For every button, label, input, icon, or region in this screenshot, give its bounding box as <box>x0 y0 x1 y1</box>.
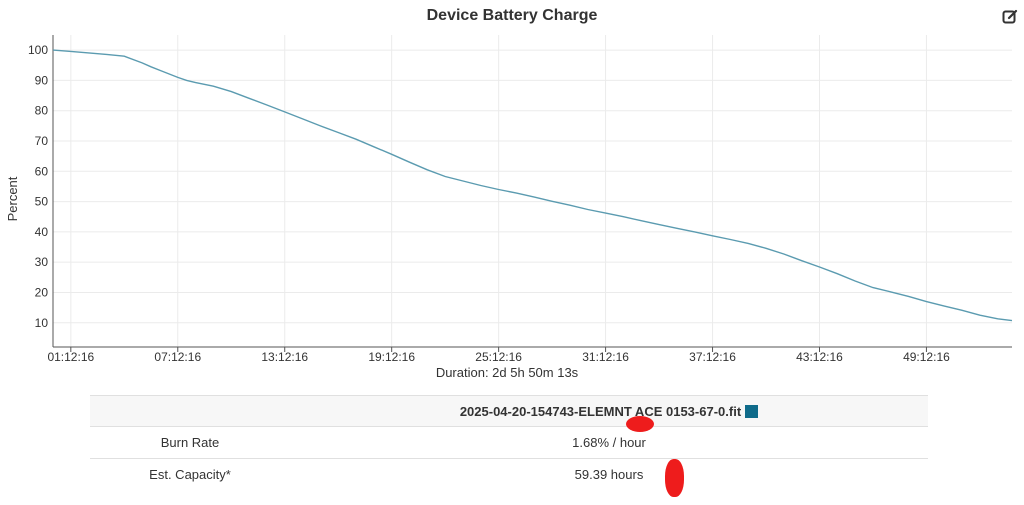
y-tick-label: 90 <box>35 73 49 87</box>
x-tick-label: 37:12:16 <box>689 350 736 364</box>
x-axis-title: Duration: 2d 5h 50m 13s <box>436 365 579 380</box>
file-name: 2025-04-20-154743-ELEMNT ACE 0153-67-0.f… <box>459 403 742 419</box>
y-tick-label: 40 <box>35 225 49 239</box>
y-tick-label: 10 <box>35 316 49 330</box>
table-row: Est. Capacity* 59.39 hours <box>90 458 928 491</box>
edit-icon[interactable] <box>1002 9 1018 25</box>
y-tick-label: 70 <box>35 134 49 148</box>
file-color-swatch <box>745 404 759 418</box>
series-line <box>52 49 1013 322</box>
header-label-cell <box>90 395 290 427</box>
y-tick-label: 30 <box>35 255 49 269</box>
y-tick-label: 50 <box>35 195 49 209</box>
axis-layer: 10 20 30 40 50 60 70 80 90 100 01:12:16 07:12:16 13:… <box>28 35 1012 364</box>
row-value: 1.68% / hour <box>290 426 928 459</box>
summary-table: 2025-04-20-154743-ELEMNT ACE 0153-67-0.f… <box>90 395 928 491</box>
redaction-mark <box>626 416 654 432</box>
x-tick-label: 19:12:16 <box>368 350 415 364</box>
y-tick-label: 20 <box>35 285 49 299</box>
row-label: Est. Capacity* <box>90 458 290 491</box>
y-tick-label: 60 <box>35 164 49 178</box>
header-file-cell: 2025-04-20-154743-ELEMNT ACE 0153-67-0.f… <box>290 395 928 427</box>
redaction-mark <box>665 459 684 497</box>
y-axis-title: Percent <box>5 176 20 221</box>
x-tick-label: 49:12:16 <box>903 350 950 364</box>
table-header-row: 2025-04-20-154743-ELEMNT ACE 0153-67-0.f… <box>90 395 928 427</box>
x-tick-label: 25:12:16 <box>475 350 522 364</box>
x-tick-label: 13:12:16 <box>261 350 308 364</box>
table-row: Burn Rate 1.68% / hour <box>90 426 928 459</box>
x-tick-label: 31:12:16 <box>582 350 629 364</box>
x-tick-label: 01:12:16 <box>47 350 94 364</box>
x-tick-label: 43:12:16 <box>796 350 843 364</box>
battery-chart: 10 20 30 40 50 60 70 80 90 100 01:12:16 07:12:16 13:… <box>5 35 1013 380</box>
row-label: Burn Rate <box>90 426 290 459</box>
row-value: 59.39 hours <box>290 458 928 491</box>
x-tick-label: 07:12:16 <box>154 350 201 364</box>
grid-layer <box>53 35 1012 347</box>
y-tick-label: 80 <box>35 104 49 118</box>
chart-title: Device Battery Charge <box>426 7 598 24</box>
y-tick-label: 100 <box>28 43 48 57</box>
